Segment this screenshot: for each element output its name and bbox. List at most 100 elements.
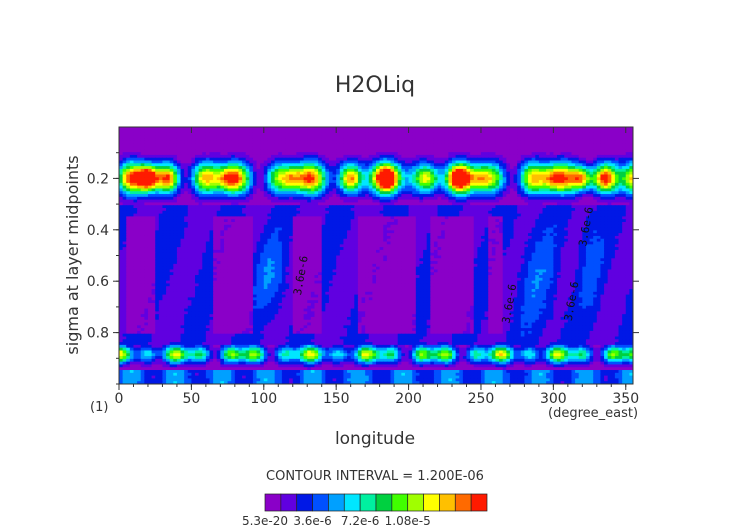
heatmap-cell [625,132,630,136]
heatmap-cell [502,146,507,150]
heatmap-cell [415,146,421,150]
heatmap-cell [242,132,247,136]
heatmap-cell [611,140,616,145]
heatmap-cell [220,146,225,150]
heatmap-cell [629,129,633,134]
heatmap-cell [162,138,167,142]
heatmap-cell [292,135,297,139]
heatmap-cell [433,138,439,142]
heatmap-cell [310,143,316,148]
heatmap-cell [430,143,435,148]
heatmap-cell [480,129,486,134]
heatmap-cell [332,135,337,139]
heatmap-cell [444,143,449,148]
heatmap-cell [571,135,576,139]
heatmap-cell [209,135,214,139]
heatmap-cell [538,138,544,142]
heatmap-cell [549,143,554,148]
heatmap-cell [480,149,486,153]
heatmap-cell [600,149,605,153]
heatmap-cell [459,138,464,142]
heatmap-cell [314,140,319,145]
heatmap-cell [390,143,395,148]
heatmap-cell [325,140,330,145]
heatmap-cell [296,129,301,134]
heatmap-cell [223,143,229,148]
heatmap-cell [209,132,214,136]
heatmap-cell [509,140,515,145]
heatmap-cell [618,140,623,145]
heatmap-cell [466,138,471,142]
heatmap-cell [249,146,254,150]
heatmap-cell [379,129,384,134]
heatmap-cell [452,146,457,150]
heatmap-cell [184,132,189,136]
heatmap-cell [448,135,453,139]
heatmap-cell [477,149,482,153]
heatmap-cell [216,152,221,156]
heatmap-cell [368,140,373,145]
heatmap-cell [585,143,591,148]
heatmap-cell [209,152,214,156]
heatmap-cell [488,146,493,150]
heatmap-cell [394,146,399,150]
heatmap-cell [484,146,489,150]
heatmap-cell [625,129,630,134]
heatmap-cell [491,127,497,131]
heatmap-cell [593,132,598,136]
heatmap-cell [419,140,424,145]
heatmap-cell [441,146,446,150]
heatmap-cell [209,138,214,142]
heatmap-cell [604,132,609,136]
heatmap-cell [285,140,290,145]
heatmap-cell [350,140,355,145]
heatmap-cell [252,132,258,136]
heatmap-cell [158,138,164,142]
heatmap-cell [187,135,192,139]
heatmap-cell [535,132,540,136]
heatmap-cell [184,152,189,156]
heatmap-cell [484,149,489,153]
heatmap-cell [133,143,138,148]
heatmap-cell [433,129,439,134]
heatmap-cell [585,135,591,139]
heatmap-cell [354,143,359,148]
heatmap-cell [567,129,573,134]
heatmap-cell [267,143,272,148]
heatmap-cell [473,149,478,153]
heatmap-cell [502,127,507,131]
heatmap-cell [538,143,544,148]
heatmap-cell [227,135,232,139]
heatmap-cell [187,127,192,131]
heatmap-cell [376,140,381,145]
heatmap-cell [535,129,540,134]
heatmap-cell [252,152,258,156]
heatmap-cell [383,149,388,153]
heatmap-cell [144,132,149,136]
heatmap-cell [408,138,413,142]
heatmap-cell [122,132,127,136]
heatmap-cell [589,149,594,153]
heatmap-cell [542,138,547,142]
heatmap-cell [220,143,225,148]
heatmap-cell [144,152,149,156]
heatmap-cell [303,129,308,134]
heatmap-cell [256,129,261,134]
heatmap-cell [155,127,160,131]
heatmap-cell [321,143,326,148]
heatmap-cell [191,132,196,136]
heatmap-cell [430,140,435,145]
heatmap-cell [560,140,565,145]
heatmap-cell [408,132,413,136]
heatmap-cell [488,127,493,131]
heatmap-cell [318,146,323,150]
heatmap-cell [354,146,359,150]
heatmap-cell [524,132,529,136]
heatmap-cell [531,143,536,148]
heatmap-cell [274,132,279,136]
heatmap-cell [289,149,294,153]
heatmap-cell [585,138,591,142]
heatmap-cell [278,135,283,139]
heatmap-cell [339,146,345,150]
heatmap-cell [614,149,620,153]
